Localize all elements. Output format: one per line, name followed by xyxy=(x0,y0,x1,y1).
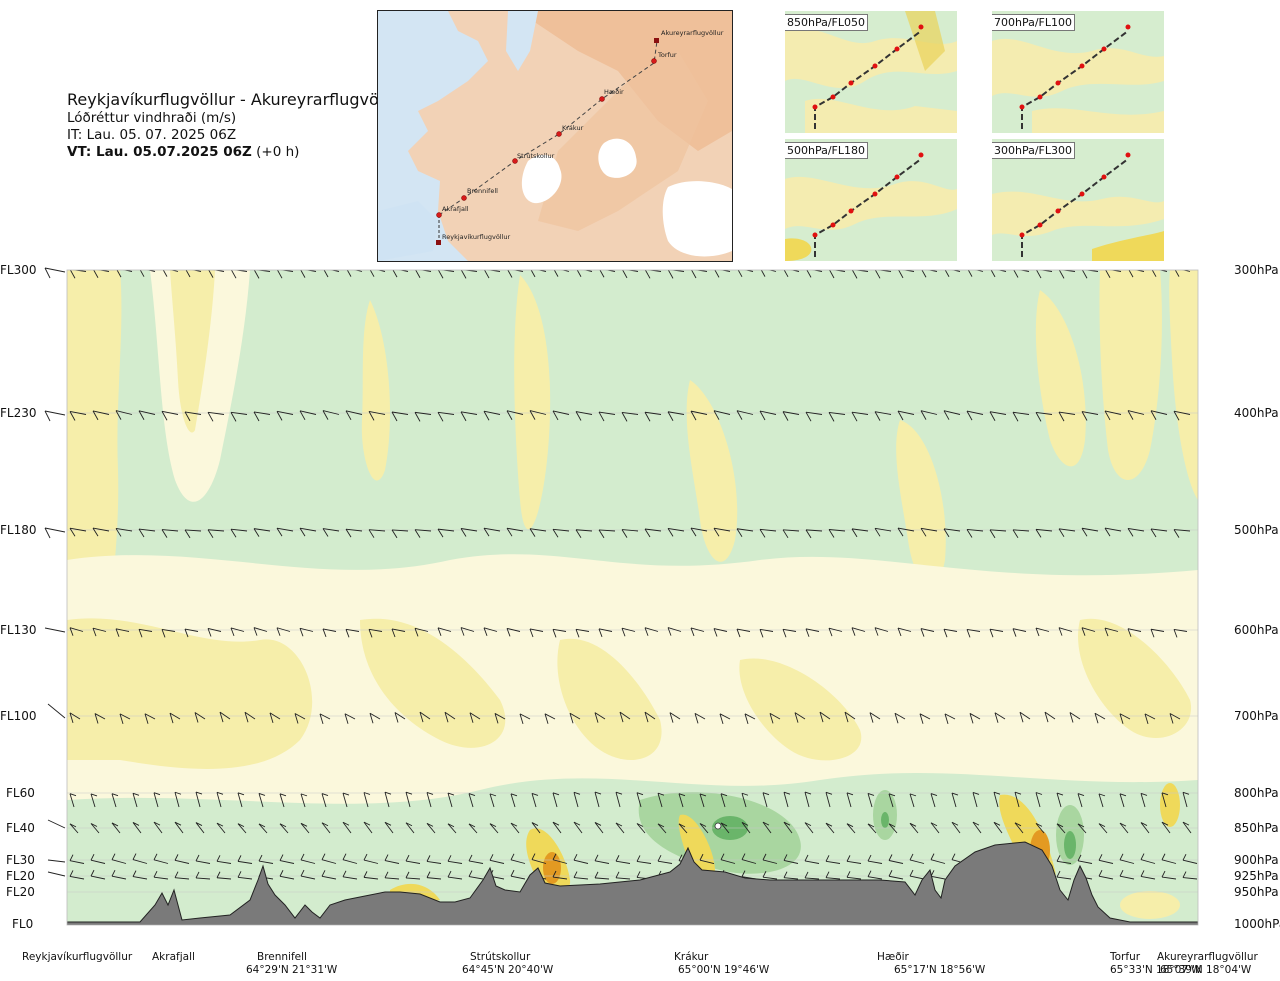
fl-label-fl300: FL300 xyxy=(0,263,37,277)
panel-500hpa-svg xyxy=(785,139,957,261)
panel-300hpa-label: 300hPa/FL300 xyxy=(992,142,1076,159)
fl-label-fl20b: FL20 xyxy=(6,885,35,899)
fl-label-fl40: FL40 xyxy=(6,821,35,835)
fl-label-fl60: FL60 xyxy=(6,786,35,800)
map-label-akrafjall: Akrafjall xyxy=(442,205,469,213)
hpa-label-400: 400hPa xyxy=(1234,406,1279,420)
location-krakur: Krákur 65°00'N 19°46'W xyxy=(674,951,770,976)
route-map: Akureyrarflugvöllur Torfur Hæðir Krákur … xyxy=(377,10,733,262)
location-strutskollur: Strútskollur 64°45'N 20°40'W xyxy=(462,951,554,976)
map-label-haedir: Hæðir xyxy=(604,88,624,96)
location-haedir: Hæðir 65°17'N 18°56'W xyxy=(877,951,986,976)
panel-850hpa: 850hPa/FL050 xyxy=(785,11,957,133)
hpa-label-900: 900hPa xyxy=(1234,853,1279,867)
panel-850hpa-svg xyxy=(785,11,957,133)
chart-header: Reykjavíkurflugvöllur - Akureyrarflugvöl… xyxy=(67,90,404,161)
fl-label-fl0: FL0 xyxy=(12,917,34,931)
location-akrafjall: Akrafjall xyxy=(152,951,195,963)
panel-300hpa: 300hPa/FL300 xyxy=(992,139,1164,261)
hpa-label-700: 700hPa xyxy=(1234,709,1279,723)
panel-850hpa-label: 850hPa/FL050 xyxy=(785,14,869,31)
fl-label-fl180: FL180 xyxy=(0,523,37,537)
location-torfur: Torfur 65°33'N 18°07'W xyxy=(1110,951,1202,976)
panel-700hpa: 700hPa/FL100 xyxy=(992,11,1164,133)
map-label-brennifell: Brennifell xyxy=(467,187,498,195)
location-brennifell: Brennifell 64°29'N 21°31'W xyxy=(246,951,338,976)
hpa-label-925: 925hPa xyxy=(1234,869,1279,883)
hpa-label-1000: 1000hPa xyxy=(1234,917,1280,931)
fl-label-fl130: FL130 xyxy=(0,623,37,637)
valid-time: VT: Lau. 05.07.2025 06Z (+0 h) xyxy=(67,144,300,160)
map-label-torfur: Torfur xyxy=(657,51,677,59)
hpa-label-950: 950hPa xyxy=(1234,885,1279,899)
vertical-velocity-field xyxy=(67,270,1198,925)
hpa-label-500: 500hPa xyxy=(1234,523,1279,537)
fl-label-fl20a: FL20 xyxy=(6,869,35,883)
panel-500hpa-label: 500hPa/FL180 xyxy=(785,142,869,159)
route-map-svg: Akureyrarflugvöllur Torfur Hæðir Krákur … xyxy=(378,11,732,261)
map-label-akureyrarflugvollur: Akureyrarflugvöllur xyxy=(661,29,724,37)
fl-label-fl230: FL230 xyxy=(0,406,37,420)
fl-label-fl100: FL100 xyxy=(0,709,37,723)
panel-500hpa: 500hPa/FL180 xyxy=(785,139,957,261)
map-label-reykjavikurflugvollur: Reykjavíkurflugvöllur xyxy=(442,233,511,241)
fl-label-fl30: FL30 xyxy=(6,853,35,867)
location-akureyrarflugvollur: Akureyrarflugvöllur 65°39'N 18°04'W xyxy=(1157,951,1258,976)
chart-subtitle: Lóðréttur vindhraði (m/s) xyxy=(67,110,237,126)
map-label-strutskollur: Strútskollur xyxy=(517,152,555,160)
panel-300hpa-svg xyxy=(992,139,1164,261)
map-label-krakur: Krákur xyxy=(562,124,584,132)
wind-barbs xyxy=(69,270,1198,880)
panel-700hpa-svg xyxy=(992,11,1164,133)
hpa-label-800: 800hPa xyxy=(1234,786,1279,800)
hpa-label-300: 300hPa xyxy=(1234,263,1279,277)
panel-700hpa-label: 700hPa/FL100 xyxy=(992,14,1076,31)
issue-time: IT: Lau. 05. 07. 2025 06Z xyxy=(67,127,237,143)
hpa-label-600: 600hPa xyxy=(1234,623,1279,637)
location-reykjavikurflugvollur: Reykjavíkurflugvöllur xyxy=(22,951,133,963)
chart-title: Reykjavíkurflugvöllur - Akureyrarflugvöl… xyxy=(67,90,405,109)
terrain-profile xyxy=(67,841,1198,925)
hpa-label-850: 850hPa xyxy=(1234,821,1279,835)
